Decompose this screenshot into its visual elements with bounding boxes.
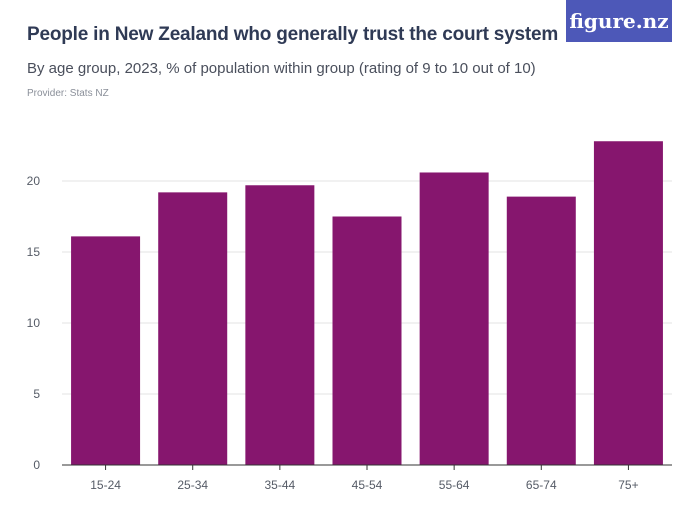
y-tick-label: 0: [33, 458, 40, 472]
bar-55-64: [419, 172, 489, 466]
y-tick-label: 15: [27, 245, 41, 259]
y-tick-label: 20: [27, 174, 41, 188]
x-tick-label: 45-54: [352, 478, 383, 492]
bars: [71, 141, 663, 466]
x-tick-label: 55-64: [439, 478, 470, 492]
bar-15-24: [71, 236, 141, 465]
x-tick-label: 65-74: [526, 478, 557, 492]
chart-title: People in New Zealand who generally trus…: [27, 24, 559, 45]
logo-text: figure.nz: [569, 9, 669, 33]
figure-nz-logo[interactable]: figure.nz: [566, 0, 672, 42]
chart-subtitle: By age group, 2023, % of population with…: [27, 60, 536, 77]
axes: 0 5 10 15 20 15-24 25-34 35-44 45-54 55-64 65-74 75…: [27, 174, 672, 492]
bar-35-44: [245, 185, 315, 465]
data-provider: Provider: Stats NZ: [27, 88, 109, 99]
x-tick-label: 35-44: [265, 478, 296, 492]
bar-25-34: [158, 192, 228, 466]
x-tick-label: 15-24: [90, 478, 121, 492]
x-tick-label: 25-34: [177, 478, 208, 492]
y-tick-label: 10: [27, 316, 41, 330]
bar-75+: [593, 141, 663, 466]
y-tick-label: 5: [33, 387, 40, 401]
bar-65-74: [506, 196, 576, 465]
bar-45-54: [332, 216, 402, 465]
x-tick-label: 75+: [618, 478, 638, 492]
